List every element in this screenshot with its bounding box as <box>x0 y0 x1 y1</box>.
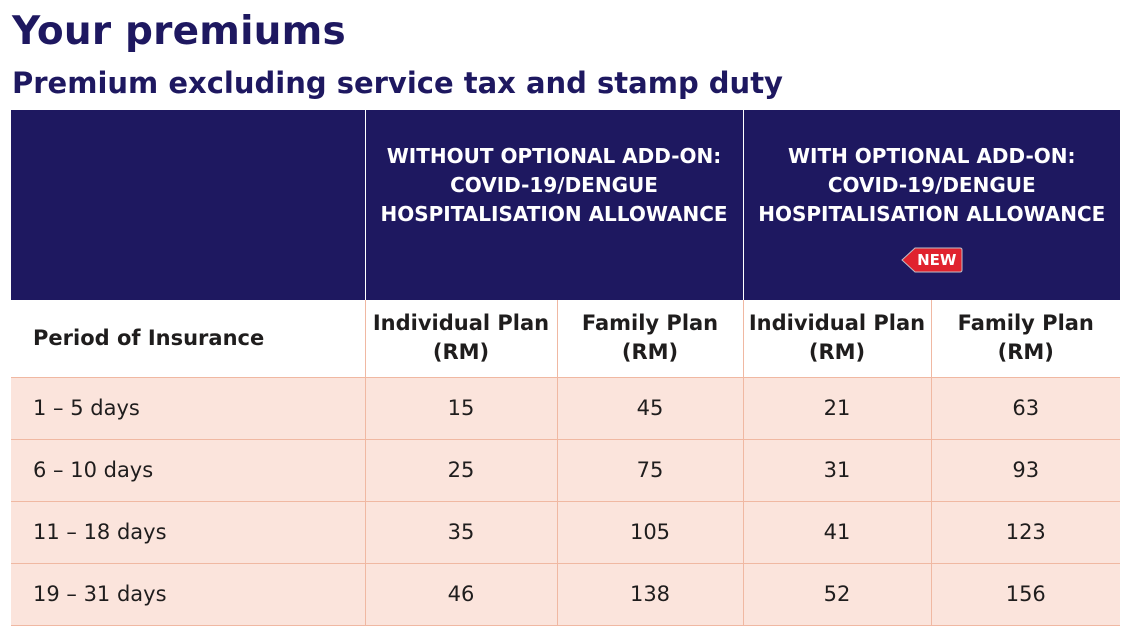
table-row: 19 – 31 days 46 138 52 156 <box>11 563 1120 626</box>
premium-cell: 35 <box>364 501 557 564</box>
period-cell: 1 – 5 days <box>11 377 365 440</box>
individual-plan-header: Individual Plan (RM) <box>364 300 557 378</box>
individual-plan-header: Individual Plan (RM) <box>742 300 931 378</box>
premium-cell: 75 <box>556 439 743 502</box>
premium-cell: 46 <box>364 563 557 626</box>
group-header-row: WITHOUT OPTIONAL ADD-ON: COVID-19/DENGUE… <box>11 110 1120 300</box>
premium-cell: 45 <box>556 377 743 440</box>
premium-cell: 123 <box>930 501 1120 564</box>
header-unit: (RM) <box>621 340 679 365</box>
table-row: 6 – 10 days 25 75 31 93 <box>11 439 1120 502</box>
premium-cell: 31 <box>742 439 931 502</box>
period-column-header: Period of Insurance <box>11 300 365 378</box>
page-subtitle: Premium excluding service tax and stamp … <box>12 66 783 100</box>
premium-cell: 93 <box>930 439 1120 502</box>
group-header-line: WITH OPTIONAL ADD-ON: <box>787 144 1076 168</box>
header-label: Family Plan <box>581 311 719 336</box>
empty-header-cell <box>11 110 365 300</box>
header-label: Individual Plan <box>372 311 550 336</box>
header-unit: (RM) <box>808 340 866 365</box>
page-title: Your premiums <box>12 9 346 54</box>
premium-cell: 21 <box>742 377 931 440</box>
premium-cell: 52 <box>742 563 931 626</box>
column-header-row: Period of Insurance Individual Plan (RM)… <box>11 300 1120 378</box>
table-row: 11 – 18 days 35 105 41 123 <box>11 501 1120 564</box>
tag-icon <box>901 247 963 273</box>
group-header-line: COVID-19/DENGUE <box>450 173 658 197</box>
family-plan-header: Family Plan (RM) <box>930 300 1120 378</box>
premium-cell: 41 <box>742 501 931 564</box>
header-label: Family Plan <box>957 311 1094 336</box>
premium-cell: 63 <box>930 377 1120 440</box>
group-header-with-addon: WITH OPTIONAL ADD-ON: COVID-19/DENGUE HO… <box>742 110 1120 300</box>
group-header-line: WITHOUT OPTIONAL ADD-ON: <box>386 144 722 168</box>
table-row: 1 – 5 days 15 45 21 63 <box>11 377 1120 440</box>
group-header-line: HOSPITALISATION ALLOWANCE <box>380 202 728 226</box>
premium-cell: 25 <box>364 439 557 502</box>
premium-cell: 15 <box>364 377 557 440</box>
new-badge: NEW <box>901 247 963 273</box>
header-unit: (RM) <box>432 340 490 365</box>
header-label: Individual Plan <box>748 311 926 336</box>
group-header-line: HOSPITALISATION ALLOWANCE <box>758 202 1106 226</box>
group-header-line: COVID-19/DENGUE <box>827 173 1036 197</box>
premium-cell: 138 <box>556 563 743 626</box>
family-plan-header: Family Plan (RM) <box>556 300 743 378</box>
period-cell: 6 – 10 days <box>11 439 365 502</box>
premium-cell: 156 <box>930 563 1120 626</box>
period-cell: 19 – 31 days <box>11 563 365 626</box>
period-cell: 11 – 18 days <box>11 501 365 564</box>
header-unit: (RM) <box>997 340 1054 365</box>
new-badge-label: NEW <box>917 251 957 269</box>
group-header-without-addon: WITHOUT OPTIONAL ADD-ON: COVID-19/DENGUE… <box>364 110 743 300</box>
premium-cell: 105 <box>556 501 743 564</box>
premiums-table: WITHOUT OPTIONAL ADD-ON: COVID-19/DENGUE… <box>11 110 1120 626</box>
